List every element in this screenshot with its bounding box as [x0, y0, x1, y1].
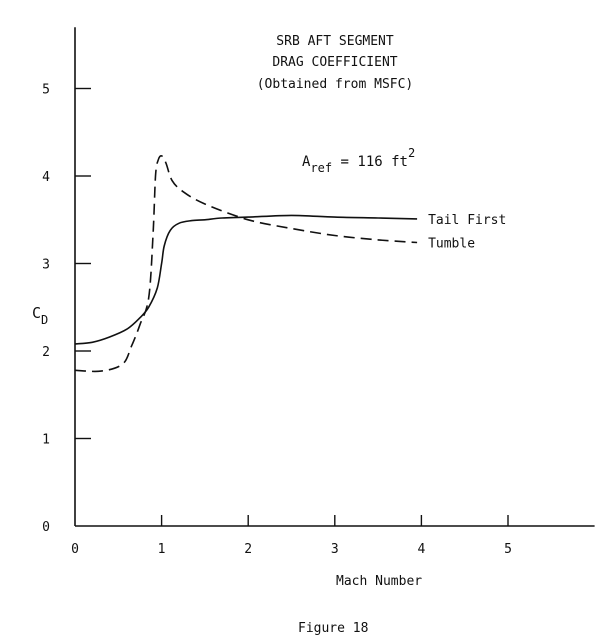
x-tick-label: 2: [244, 542, 252, 557]
figure-caption: Figure 18: [298, 621, 368, 636]
y-tick-label: 5: [42, 83, 50, 98]
series-line-tumble: [74, 155, 418, 373]
axis-ticks: 0 1 2 3 4 5 0 1 2 3 4 5: [42, 83, 512, 558]
x-tick-label: 3: [331, 542, 339, 557]
y-axis-label-base: C: [32, 304, 41, 322]
chart-title-line-3: (Obtained from MSFC): [257, 77, 414, 92]
series-label-tail-first: Tail First: [428, 213, 506, 228]
chart-title-line-2: DRAG COEFFICIENT: [272, 55, 397, 70]
chart-title-line-1: SRB AFT SEGMENT: [276, 34, 394, 49]
series-line-tail-first: [74, 214, 418, 345]
annotation-subscript: ref: [310, 161, 332, 175]
axes: [74, 27, 595, 527]
x-axis-label: Mach Number: [336, 574, 422, 589]
x-tick-label: 0: [71, 542, 79, 557]
annotation-base: A: [302, 154, 311, 170]
y-axis-label-subscript: D: [41, 313, 48, 327]
y-axis-label: CD: [32, 304, 48, 327]
x-tick-label: 5: [504, 542, 512, 557]
data-series: Tail First Tumble: [74, 155, 506, 373]
x-tick-label: 4: [417, 542, 425, 557]
y-tick-label: 3: [42, 258, 50, 273]
y-tick-label: 4: [42, 170, 50, 185]
annotation-text: = 116 ft: [332, 154, 408, 170]
x-tick-label: 1: [158, 542, 166, 557]
y-tick-label: 1: [42, 433, 50, 448]
annotation-superscript: 2: [408, 146, 415, 160]
series-label-tumble: Tumble: [428, 237, 475, 252]
reference-area-annotation: Aref = 116 ft2: [302, 146, 415, 175]
y-tick-label: 0: [42, 520, 50, 535]
y-tick-label: 2: [42, 345, 50, 360]
